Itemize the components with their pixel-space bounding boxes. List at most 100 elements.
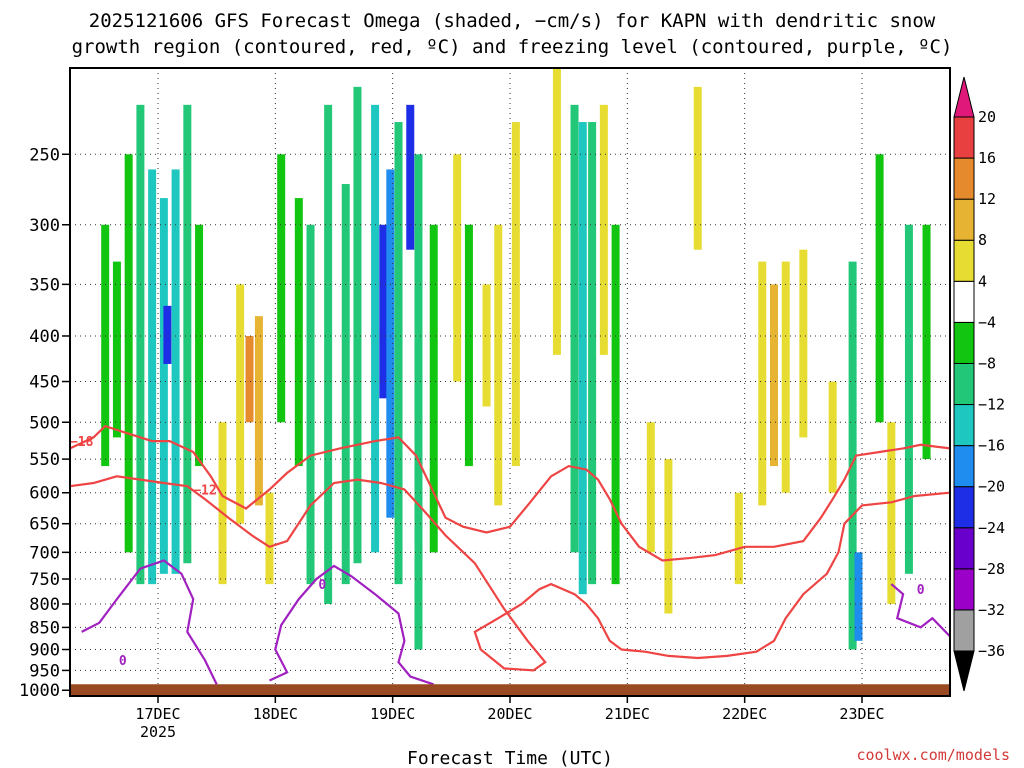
colorbar-segment <box>953 116 975 159</box>
colorbar-label: 4 <box>978 272 987 290</box>
omega-cell <box>371 104 380 553</box>
omega-cell <box>611 224 620 585</box>
colorbar-label: −20 <box>978 478 1005 496</box>
omega-cell <box>511 122 520 467</box>
colorbar-segment <box>953 609 975 652</box>
omega-cell <box>163 305 172 364</box>
omega-cell <box>693 86 702 250</box>
contour-lines: −18 −12 0 0 0 <box>69 424 951 686</box>
colorbar-segment <box>953 527 975 570</box>
contour-label: −18 <box>70 435 94 450</box>
omega-cell <box>758 261 767 506</box>
omega-cell <box>277 154 286 423</box>
omega-cell <box>124 154 133 553</box>
omega-cell <box>482 284 491 407</box>
colorbar: −36 −32 −28 −24 −20 −16 −12 −8 −4 4 8 12 16 20 <box>953 76 1005 692</box>
colorbar-min-arrow <box>953 650 975 692</box>
omega-cell <box>379 224 388 399</box>
y-axis-ticks: 250 300 350 400 450 500 550 600 650 700 750 800 850 9… <box>19 145 70 701</box>
omega-cell <box>136 104 145 585</box>
omega-cell <box>799 249 808 438</box>
contour-line <box>890 583 951 638</box>
omega-cell <box>781 261 790 493</box>
omega-cell <box>552 68 561 355</box>
contour-label: 0 <box>119 654 127 669</box>
x-axis-label: Forecast Time (UTC) <box>407 748 613 768</box>
omega-cell <box>406 104 415 250</box>
omega-cell <box>904 224 913 574</box>
y-tick-label: 300 <box>29 216 60 236</box>
x-tick-label: 19DEC <box>370 705 415 723</box>
contour-line <box>69 424 951 562</box>
colorbar-segment <box>953 321 975 364</box>
omega-cell <box>828 381 837 493</box>
colorbar-segment <box>953 198 975 241</box>
y-tick-label: 450 <box>29 373 60 393</box>
chart-title-line-2: growth region (contoured, red, ºC) and f… <box>72 36 953 58</box>
colorbar-segment <box>953 568 975 611</box>
colorbar-segment <box>953 445 975 488</box>
colorbar-label: 12 <box>978 190 996 208</box>
colorbar-label: −8 <box>978 354 996 372</box>
x-tick-label: 22DEC <box>722 705 767 723</box>
omega-cell <box>770 284 778 467</box>
omega-cell <box>570 104 579 553</box>
colorbar-label: 8 <box>978 231 987 249</box>
omega-cell <box>341 184 350 585</box>
y-tick-label: 800 <box>29 595 60 615</box>
contour-label: −12 <box>193 484 216 499</box>
plot-area: −18 −12 0 0 0 <box>69 67 951 697</box>
omega-cell <box>922 224 931 460</box>
terrain-fill <box>70 684 950 696</box>
omega-cell <box>159 198 168 574</box>
omega-cell <box>195 224 204 467</box>
omega-cell <box>265 492 274 585</box>
y-tick-label: 500 <box>29 413 60 433</box>
omega-cell <box>183 104 192 564</box>
y-tick-label: 250 <box>29 145 60 165</box>
credit-link[interactable]: coolwx.com/models <box>856 746 1010 764</box>
colorbar-label: −24 <box>978 519 1005 537</box>
omega-cell <box>236 284 245 524</box>
colorbar-segment <box>953 280 975 323</box>
omega-cell <box>599 104 608 355</box>
omega-cell <box>848 261 857 650</box>
contour-line <box>81 559 218 685</box>
omega-cell <box>734 492 743 585</box>
colorbar-label: −12 <box>978 396 1005 414</box>
omega-cell <box>294 198 303 467</box>
omega-cell <box>353 86 362 564</box>
x-tick-label: 17DEC <box>135 705 180 723</box>
omega-cell <box>664 459 673 614</box>
colorbar-segment <box>953 404 975 447</box>
y-tick-label: 550 <box>29 450 60 470</box>
y-tick-label: 750 <box>29 570 60 590</box>
y-tick-label: 850 <box>29 618 60 638</box>
omega-cell <box>101 224 110 467</box>
colorbar-label: −36 <box>978 642 1005 660</box>
colorbar-label: 20 <box>978 108 996 126</box>
x-tick-label: 18DEC <box>253 705 298 723</box>
colorbar-max-arrow <box>953 76 975 118</box>
colorbar-label: −28 <box>978 560 1005 578</box>
omega-cell <box>148 169 157 585</box>
omega-cell <box>414 154 423 650</box>
y-tick-label: 950 <box>29 661 60 681</box>
colorbar-segment <box>953 362 975 406</box>
y-tick-label: 900 <box>29 641 60 661</box>
colorbar-label: −16 <box>978 437 1005 455</box>
omega-cell <box>324 104 333 604</box>
omega-cell <box>464 224 473 467</box>
chart-title-line-1: 2025121606 GFS Forecast Omega (shaded, −… <box>89 10 936 32</box>
colorbar-segment <box>953 239 975 282</box>
omega-cell <box>306 224 315 585</box>
omega-cell <box>429 224 438 553</box>
omega-cell <box>875 154 884 423</box>
y-tick-label: 650 <box>29 515 60 535</box>
omega-cell <box>386 169 395 518</box>
omega-cell <box>887 422 896 604</box>
omega-cell <box>218 422 227 585</box>
omega-cell <box>254 316 263 506</box>
omega-shading <box>101 68 931 650</box>
